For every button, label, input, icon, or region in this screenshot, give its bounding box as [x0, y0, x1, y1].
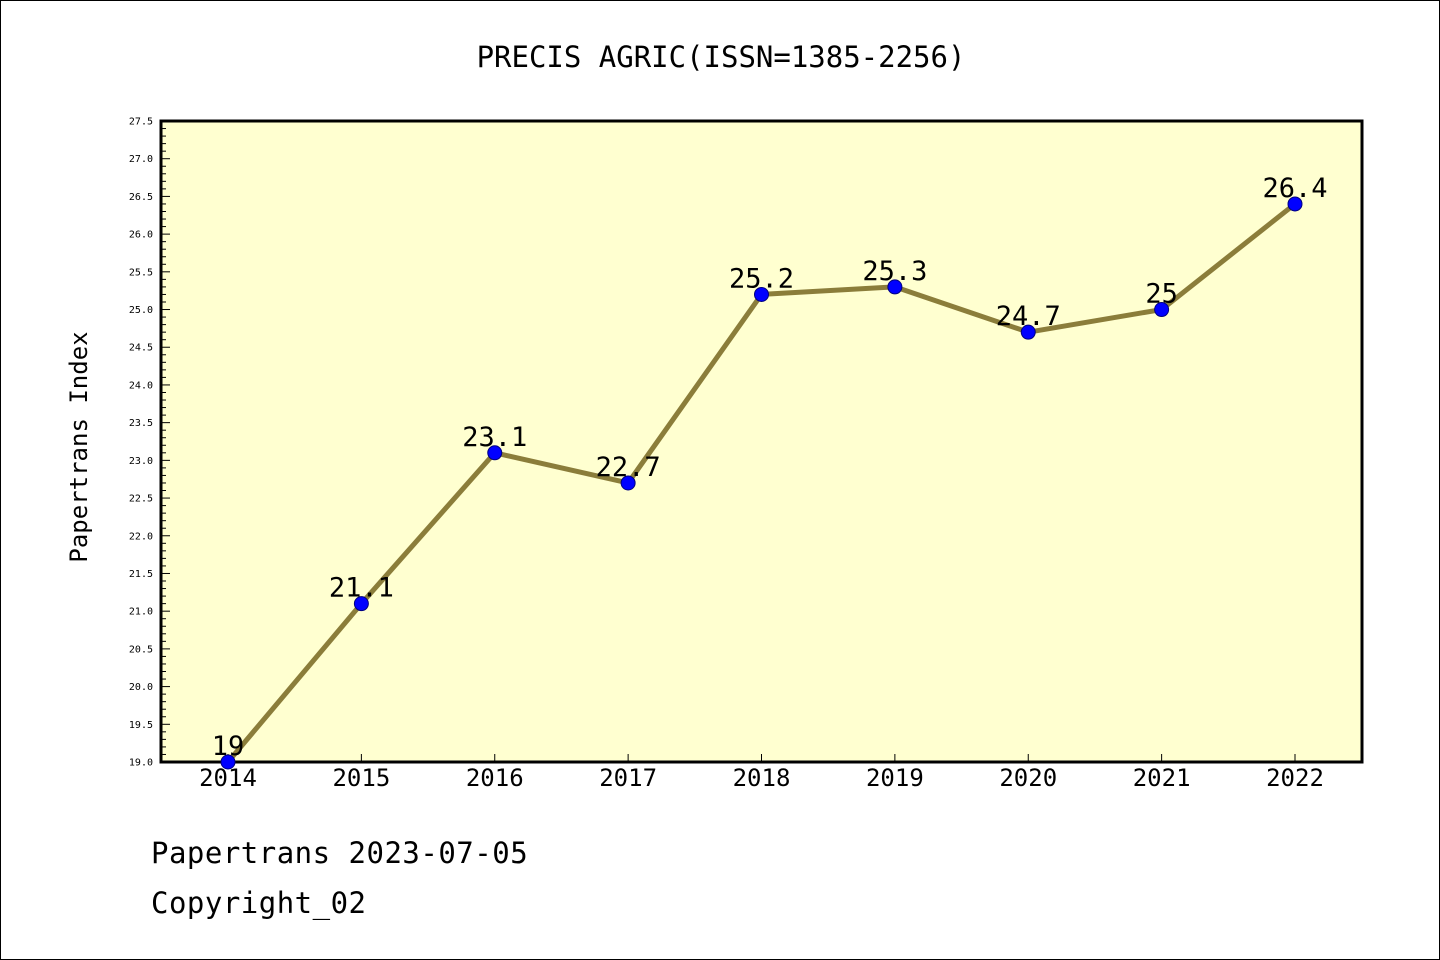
y-tick-label: 22.5 — [129, 494, 153, 505]
y-tick-label: 27.5 — [129, 117, 153, 128]
y-axis-label: Papertrans Index — [65, 331, 93, 562]
data-label: 19 — [212, 731, 245, 762]
y-tick-label: 19.5 — [129, 720, 153, 731]
y-tick-label: 20.0 — [129, 682, 153, 693]
y-tick-label: 24.0 — [129, 380, 153, 391]
x-tick-label: 2015 — [332, 764, 390, 792]
data-label: 24.7 — [996, 301, 1061, 332]
y-tick-label: 21.0 — [129, 607, 153, 618]
footer-copyright: Copyright_02 — [151, 886, 367, 920]
plot-area — [159, 119, 1364, 764]
data-point — [487, 445, 503, 461]
x-tick-label: 2021 — [1133, 764, 1191, 792]
y-tick-label: 25.5 — [129, 267, 153, 278]
y-tick-label: 23.5 — [129, 418, 153, 429]
data-label: 22.7 — [596, 452, 661, 483]
data-label: 23.1 — [462, 422, 527, 453]
y-axis-ticks: 19.0 19.5 20.0 20.5 21.0 21.5 22.0 22.5 23.0 23.5… — [129, 117, 170, 769]
footer-date-line: Papertrans 2023-07-05 — [151, 836, 529, 870]
chart-title: PRECIS AGRIC(ISSN=1385-2256) — [477, 40, 966, 74]
y-tick-label: 27.0 — [129, 154, 153, 165]
y-tick-label: 22.0 — [129, 531, 153, 542]
data-label: 25.3 — [862, 256, 927, 287]
data-label: 25 — [1145, 279, 1178, 310]
x-tick-label: 2020 — [999, 764, 1057, 792]
y-tick-label: 20.5 — [129, 644, 153, 655]
x-tick-label: 2022 — [1266, 764, 1324, 792]
y-tick-label: 24.5 — [129, 343, 153, 354]
x-axis-ticks: 2014 2015 2016 2017 2018 2019 2020 2021 2022 — [199, 754, 1324, 792]
x-tick-label: 2016 — [466, 764, 524, 792]
x-tick-label: 2017 — [599, 764, 657, 792]
data-point — [620, 475, 636, 491]
data-point — [220, 754, 236, 770]
data-point — [887, 279, 903, 295]
y-tick-label: 26.0 — [129, 230, 153, 241]
series-group — [220, 196, 1303, 770]
y-tick-label: 26.5 — [129, 192, 153, 203]
data-label: 25.2 — [729, 263, 794, 294]
data-point — [1020, 324, 1036, 340]
x-tick-label: 2018 — [733, 764, 791, 792]
data-label: 21.1 — [329, 573, 394, 604]
data-point — [1154, 302, 1170, 318]
data-point — [1287, 196, 1303, 212]
y-tick-label: 25.0 — [129, 305, 153, 316]
y-tick-label: 19.0 — [129, 758, 153, 769]
x-tick-label: 2019 — [866, 764, 924, 792]
data-label: 26.4 — [1262, 173, 1327, 204]
data-point — [754, 286, 769, 302]
y-tick-label: 23.0 — [129, 456, 153, 467]
y-tick-label: 21.5 — [129, 569, 153, 580]
data-labels-group: 19 21.1 23.1 22.7 25.2 25.3 24.7 25 26.4 — [212, 173, 1328, 762]
data-point — [353, 596, 369, 612]
